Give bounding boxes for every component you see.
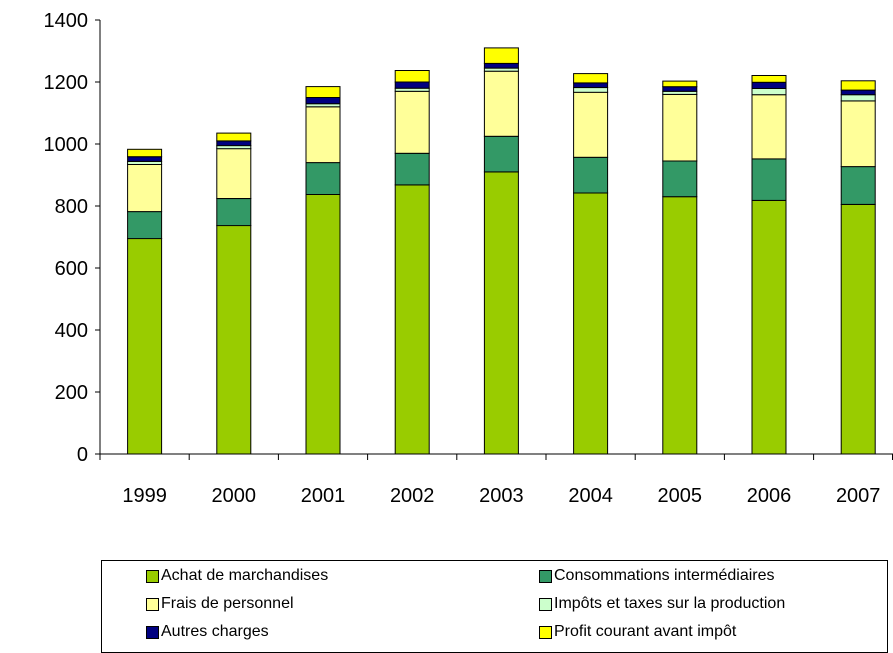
legend-item: Consommations intermédiaires [539,567,775,585]
bar-1999-series-0 [127,238,163,455]
bar-2003-series-5 [483,47,519,64]
bar-2002-series-1 [394,152,430,186]
legend-label: Impôts et taxes sur la production [554,595,786,612]
bar-2006-series-0 [751,199,787,455]
x-tick-label: 2003 [479,485,524,507]
bar-2003-series-0 [483,171,519,455]
legend-swatch [146,625,159,639]
bar-2001-series-5 [305,86,341,98]
legend-label: Consommations intermédiaires [554,567,775,584]
y-tick-label: 800 [55,196,88,218]
bar-2006-series-4 [751,81,787,90]
bar-2006-series-3 [751,88,787,96]
bar-2006-series-5 [751,75,787,83]
bar-2002-series-4 [394,81,430,89]
bar-2006-series-2 [751,94,787,160]
bar-2000-series-2 [216,148,252,200]
bar-2007-series-5 [840,80,876,91]
bar-2000-series-5 [216,132,252,142]
bar-2004-series-4 [573,82,609,89]
x-tick-label: 2006 [747,485,792,507]
bar-2001-series-2 [305,106,341,164]
bar-2004-series-2 [573,91,609,158]
x-tick-label: 2007 [836,485,881,507]
bar-2003-series-2 [483,70,519,137]
axes-layer: 0 200 400 600 800 1000 1200 1400 1999 2000 2001 200… [44,10,893,507]
bar-2004-series-1 [573,156,609,194]
bar-2002-series-5 [394,70,430,83]
y-tick-label: 200 [55,382,88,404]
legend: Achat de marchandises Consommations inter… [101,560,888,653]
bar-2005-series-1 [662,160,698,198]
y-tick-label: 600 [55,258,88,280]
bars-layer [127,47,876,455]
legend-label: Achat de marchandises [161,567,329,584]
bar-2004-series-0 [573,192,609,455]
y-tick-label: 1200 [44,72,89,94]
y-tick-label: 400 [55,320,88,342]
legend-label: Profit courant avant impôt [554,623,737,640]
x-tick-label: 2001 [301,485,346,507]
bar-2007-series-1 [840,166,876,205]
bar-2006-series-1 [751,158,787,201]
y-tick-label: 1000 [44,134,89,156]
bar-1999-series-1 [127,211,163,240]
legend-swatch [146,569,159,583]
legend-item: Profit courant avant impôt [539,623,736,641]
legend-item: Frais de personnel [146,595,294,613]
bar-1999-series-5 [127,148,163,158]
bar-2007-series-4 [840,89,876,96]
bar-2000-series-1 [216,198,252,227]
legend-label: Autres charges [161,623,269,640]
bar-2002-series-0 [394,184,430,455]
bar-2007-series-0 [840,204,876,455]
bar-2002-series-2 [394,90,430,154]
bar-2000-series-4 [216,140,252,147]
bar-2005-series-0 [662,196,698,455]
y-tick-label: 1400 [44,10,89,32]
x-tick-label: 2000 [212,485,257,507]
legend-swatch [539,597,552,611]
legend-swatch [539,569,552,583]
bar-2004-series-3 [573,87,609,93]
legend-label: Frais de personnel [161,595,294,612]
bar-2003-series-1 [483,135,519,173]
x-tick-label: 2002 [390,485,435,507]
legend-swatch [146,597,159,611]
bar-1999-series-2 [127,164,163,213]
x-tick-label: 2004 [568,485,613,507]
legend-item: Achat de marchandises [146,567,328,585]
legend-item: Autres charges [146,623,269,641]
x-tick-label: 1999 [122,485,167,507]
bar-2005-series-5 [662,80,698,88]
x-tick-label: 2005 [658,485,703,507]
bar-2001-series-1 [305,162,341,196]
bar-2005-series-2 [662,93,698,162]
bar-2007-series-2 [840,100,876,168]
bar-2001-series-4 [305,97,341,105]
y-tick-label: 0 [77,444,88,466]
bar-2007-series-3 [840,94,876,102]
bar-2000-series-0 [216,225,252,455]
bar-2001-series-0 [305,194,341,455]
bar-2003-series-4 [483,62,519,69]
chart: 0 200 400 600 800 1000 1200 1400 1999 2000 2001 200… [44,10,893,507]
legend-item: Impôts et taxes sur la production [539,595,785,613]
legend-swatch [539,625,552,639]
bar-2004-series-5 [573,73,609,84]
bar-2005-series-4 [662,86,698,92]
bar-1999-series-4 [127,156,163,162]
